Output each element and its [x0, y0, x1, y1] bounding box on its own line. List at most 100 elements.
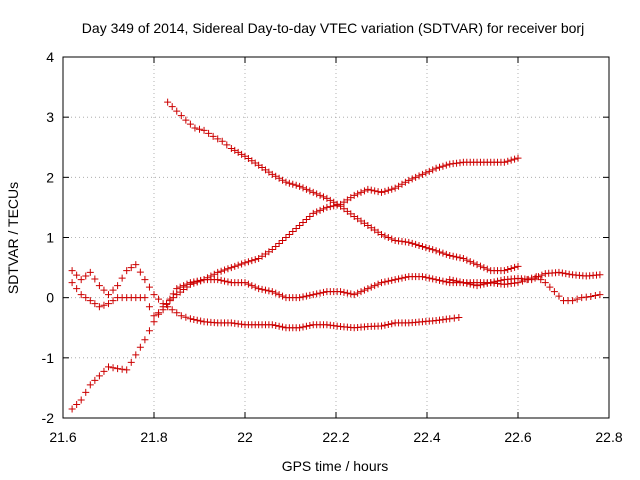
data-point — [480, 264, 488, 272]
data-point — [323, 203, 331, 211]
data-point — [504, 266, 512, 274]
data-point — [299, 293, 307, 301]
data-point — [442, 250, 450, 258]
data-point — [565, 270, 573, 278]
data-point — [279, 292, 287, 300]
data-point — [77, 396, 85, 404]
data-point — [248, 257, 256, 265]
data-point — [261, 286, 269, 294]
data-point — [537, 276, 545, 284]
data-point — [381, 321, 389, 329]
data-point — [302, 292, 310, 300]
data-point — [326, 203, 334, 211]
data-point — [446, 276, 454, 284]
data-point — [145, 283, 153, 291]
data-point — [381, 187, 389, 195]
data-point — [354, 190, 362, 198]
data-point — [166, 295, 174, 303]
data-point — [425, 167, 433, 175]
data-point — [528, 274, 536, 282]
data-point — [231, 262, 239, 270]
data-point — [395, 275, 403, 283]
data-point — [367, 186, 375, 194]
data-point — [173, 285, 181, 293]
data-point — [371, 187, 379, 195]
data-point — [86, 297, 94, 305]
data-point — [309, 291, 317, 299]
data-point — [123, 267, 131, 275]
data-point — [193, 316, 201, 324]
data-point — [77, 291, 85, 299]
data-point — [364, 185, 372, 193]
data-point — [82, 294, 90, 302]
x-tick-label: 22.4 — [413, 429, 440, 445]
data-point — [285, 179, 293, 187]
data-point — [163, 300, 171, 308]
data-point — [265, 287, 273, 295]
data-point — [555, 292, 563, 300]
data-point — [432, 247, 440, 255]
data-point — [100, 301, 108, 309]
data-point — [388, 320, 396, 328]
x-tick-label: 22 — [237, 429, 253, 445]
data-point — [319, 205, 327, 213]
data-point — [371, 282, 379, 290]
data-point — [73, 400, 81, 408]
data-point — [173, 107, 181, 115]
data-point — [268, 288, 276, 296]
data-point — [145, 303, 153, 311]
data-point — [91, 376, 99, 384]
data-point — [186, 120, 194, 128]
y-tick-label: 1 — [46, 230, 54, 246]
data-point — [299, 323, 307, 331]
data-point — [109, 297, 117, 305]
y-tick-label: -2 — [42, 410, 55, 426]
axis-ticks: 21.6 21.8 22 22.2 22.4 22.6 22.8 -2 -1 0 1 2 3 4 — [42, 49, 623, 445]
data-point — [412, 240, 420, 248]
data-point — [439, 162, 447, 170]
data-point — [450, 314, 458, 322]
data-point — [578, 294, 586, 302]
data-point — [449, 252, 457, 260]
data-point — [313, 190, 321, 198]
data-point — [519, 277, 527, 285]
data-point — [186, 315, 194, 323]
data-point — [463, 256, 471, 264]
data-point — [538, 271, 546, 279]
data-point — [100, 367, 108, 375]
data-point — [514, 154, 522, 162]
data-point — [214, 268, 222, 276]
data-point — [159, 306, 167, 314]
data-point — [86, 268, 94, 276]
data-point — [333, 201, 341, 209]
data-point — [473, 261, 481, 269]
data-point — [442, 161, 450, 169]
data-point — [248, 282, 256, 290]
data-point — [514, 262, 522, 270]
data-point — [500, 158, 508, 166]
data-point — [182, 116, 190, 124]
data-point — [164, 98, 172, 106]
data-point — [319, 288, 327, 296]
data-point — [330, 202, 338, 210]
data-point — [412, 173, 420, 181]
data-point — [302, 185, 310, 193]
data-point — [343, 289, 351, 297]
data-point — [456, 254, 464, 262]
data-point — [374, 280, 382, 288]
data-point — [95, 372, 103, 380]
data-point — [398, 274, 406, 282]
data-point — [272, 243, 280, 251]
data-point — [223, 141, 231, 149]
data-point — [251, 283, 259, 291]
x-tick-label: 21.8 — [140, 429, 167, 445]
data-point — [127, 358, 135, 366]
data-points — [68, 98, 604, 413]
data-point — [456, 278, 464, 286]
data-point — [173, 309, 181, 317]
data-point — [507, 264, 515, 272]
data-point — [218, 137, 226, 145]
data-point — [183, 280, 191, 288]
x-axis-label: GPS time / hours — [282, 458, 389, 474]
data-point — [313, 290, 321, 298]
